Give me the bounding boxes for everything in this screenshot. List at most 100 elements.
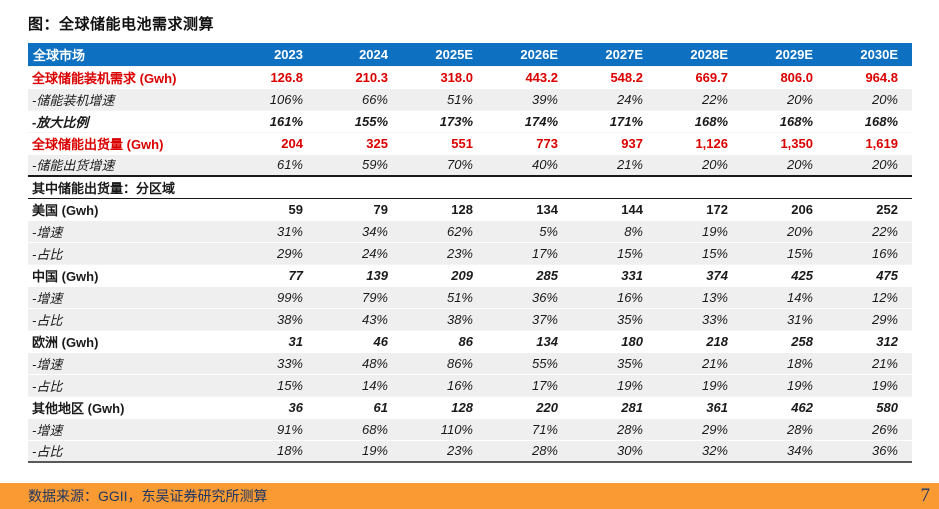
table-cell: 206 bbox=[791, 201, 813, 217]
table-cell: 17% bbox=[531, 377, 558, 393]
table-cell: 21% bbox=[701, 355, 728, 371]
table-cell: 15% bbox=[786, 245, 813, 261]
table-cell: 669.7 bbox=[695, 69, 728, 85]
table-cell: 18% bbox=[786, 355, 813, 371]
table-cell: 161% bbox=[269, 113, 303, 129]
table-cell: 173% bbox=[439, 113, 473, 129]
table-cell: 34% bbox=[786, 443, 813, 459]
table-cell: 51% bbox=[446, 289, 473, 305]
table-cell: 59 bbox=[288, 201, 303, 217]
table-cell: 38% bbox=[446, 311, 473, 327]
table-cell: 36 bbox=[288, 399, 303, 415]
table-cell: 252 bbox=[876, 201, 898, 217]
row-label: -储能装机增速 bbox=[32, 92, 115, 108]
table-cell: 21% bbox=[616, 157, 643, 173]
table-cell: 168% bbox=[779, 113, 813, 129]
table-cell: 19% bbox=[701, 223, 728, 239]
row-label: -增速 bbox=[32, 290, 63, 306]
row-label: 美国 (Gwh) bbox=[32, 202, 99, 218]
table-cell: 31 bbox=[288, 333, 303, 349]
table-cell: 172 bbox=[706, 201, 728, 217]
figure-title: 图：全球储能电池需求测算 bbox=[28, 16, 215, 33]
table-cell: 39% bbox=[531, 91, 558, 107]
table-cell: 14% bbox=[361, 377, 388, 393]
table-cell: 19% bbox=[361, 443, 388, 459]
table-cell: 24% bbox=[361, 245, 388, 261]
row-label: -占比 bbox=[32, 312, 63, 328]
table-cell: 29% bbox=[871, 311, 898, 327]
data-source-text: 数据来源：GGII，东吴证券研究所测算 bbox=[28, 488, 268, 504]
table-cell: 204 bbox=[281, 135, 303, 151]
table-cell: 1,350 bbox=[780, 135, 813, 151]
table-row: 其他地区 (Gwh) 36 61 128 220 281 361 462 580 bbox=[28, 396, 912, 418]
table-row: -占比 15% 14% 16% 17% 19% 19% 19% 19% bbox=[28, 374, 912, 396]
table-cell: 79% bbox=[361, 289, 388, 305]
page-number: 7 bbox=[920, 485, 931, 506]
table-cell: 20% bbox=[871, 157, 898, 173]
column-header-2028E: 2028E bbox=[657, 43, 742, 66]
column-header-2029E: 2029E bbox=[742, 43, 827, 66]
table-cell: 51% bbox=[446, 91, 473, 107]
table-cell: 16% bbox=[446, 377, 473, 393]
table-cell: 79 bbox=[373, 201, 388, 217]
table-cell: 35% bbox=[616, 311, 643, 327]
table-cell: 61 bbox=[373, 399, 388, 415]
table-cell: 71% bbox=[531, 421, 558, 437]
table-cell: 258 bbox=[791, 333, 813, 349]
table-cell: 13% bbox=[701, 289, 728, 305]
table-row: 中国 (Gwh) 77 139 209 285 331 374 425 475 bbox=[28, 264, 912, 286]
table-cell: 23% bbox=[446, 245, 473, 261]
table-cell: 32% bbox=[701, 443, 728, 459]
table-cell: 134 bbox=[536, 333, 558, 349]
table-cell: 443.2 bbox=[525, 69, 558, 85]
table-cell: 425 bbox=[791, 267, 813, 283]
column-header-2025E: 2025E bbox=[402, 43, 487, 66]
table-cell: 218 bbox=[706, 333, 728, 349]
table-cell: 26% bbox=[871, 421, 898, 437]
row-label: -占比 bbox=[32, 246, 63, 262]
table-cell: 16% bbox=[616, 289, 643, 305]
table-cell: 34% bbox=[361, 223, 388, 239]
table-cell: 61% bbox=[276, 157, 303, 173]
table-cell: 462 bbox=[791, 399, 813, 415]
table-cell: 43% bbox=[361, 311, 388, 327]
table-cell: 144 bbox=[621, 201, 643, 217]
row-label: -增速 bbox=[32, 356, 63, 372]
row-label: 中国 (Gwh) bbox=[32, 268, 99, 284]
table-cell: 14% bbox=[786, 289, 813, 305]
table-cell: 21% bbox=[871, 355, 898, 371]
column-header-2023: 2023 bbox=[232, 43, 317, 66]
row-label: -占比 bbox=[32, 378, 63, 394]
table-cell: 29% bbox=[276, 245, 303, 261]
row-label: 全球储能装机需求 (Gwh) bbox=[32, 70, 177, 86]
table-cell: 17% bbox=[531, 245, 558, 261]
row-label: -增速 bbox=[32, 422, 63, 438]
table-cell: 210.3 bbox=[355, 69, 388, 85]
table-cell: 62% bbox=[446, 223, 473, 239]
table-row: -增速 91% 68% 110% 71% 28% 29% 28% 26% bbox=[28, 418, 912, 440]
table-cell: 209 bbox=[451, 267, 473, 283]
table-cell: 37% bbox=[531, 311, 558, 327]
table-cell: 20% bbox=[786, 157, 813, 173]
table-cell: 312 bbox=[876, 333, 898, 349]
storage-demand-table: 全球市场 2023 2024 2025E 2026E 2027E 2028E 2029E 203… bbox=[28, 43, 912, 463]
table-cell: 220 bbox=[536, 399, 558, 415]
table-cell: 168% bbox=[694, 113, 728, 129]
column-header-2024: 2024 bbox=[317, 43, 402, 66]
row-label: 其他地区 (Gwh) bbox=[32, 400, 125, 416]
table-cell: 15% bbox=[616, 245, 643, 261]
column-header-2030E: 2030E bbox=[827, 43, 912, 66]
table-cell: 20% bbox=[786, 91, 813, 107]
table-cell: 38% bbox=[276, 311, 303, 327]
row-label: 欧洲 (Gwh) bbox=[32, 334, 99, 350]
table-cell: 126.8 bbox=[270, 69, 303, 85]
table-cell: 68% bbox=[361, 421, 388, 437]
table-cell: 180 bbox=[621, 333, 643, 349]
table-cell: 91% bbox=[276, 421, 303, 437]
table-row: -增速 99% 79% 51% 36% 16% 13% 14% 12% bbox=[28, 286, 912, 308]
row-label: -增速 bbox=[32, 224, 63, 240]
table-cell: 31% bbox=[276, 223, 303, 239]
table-cell: 128 bbox=[451, 399, 473, 415]
table-cell: 77 bbox=[288, 267, 303, 283]
table-cell: 86 bbox=[458, 333, 473, 349]
